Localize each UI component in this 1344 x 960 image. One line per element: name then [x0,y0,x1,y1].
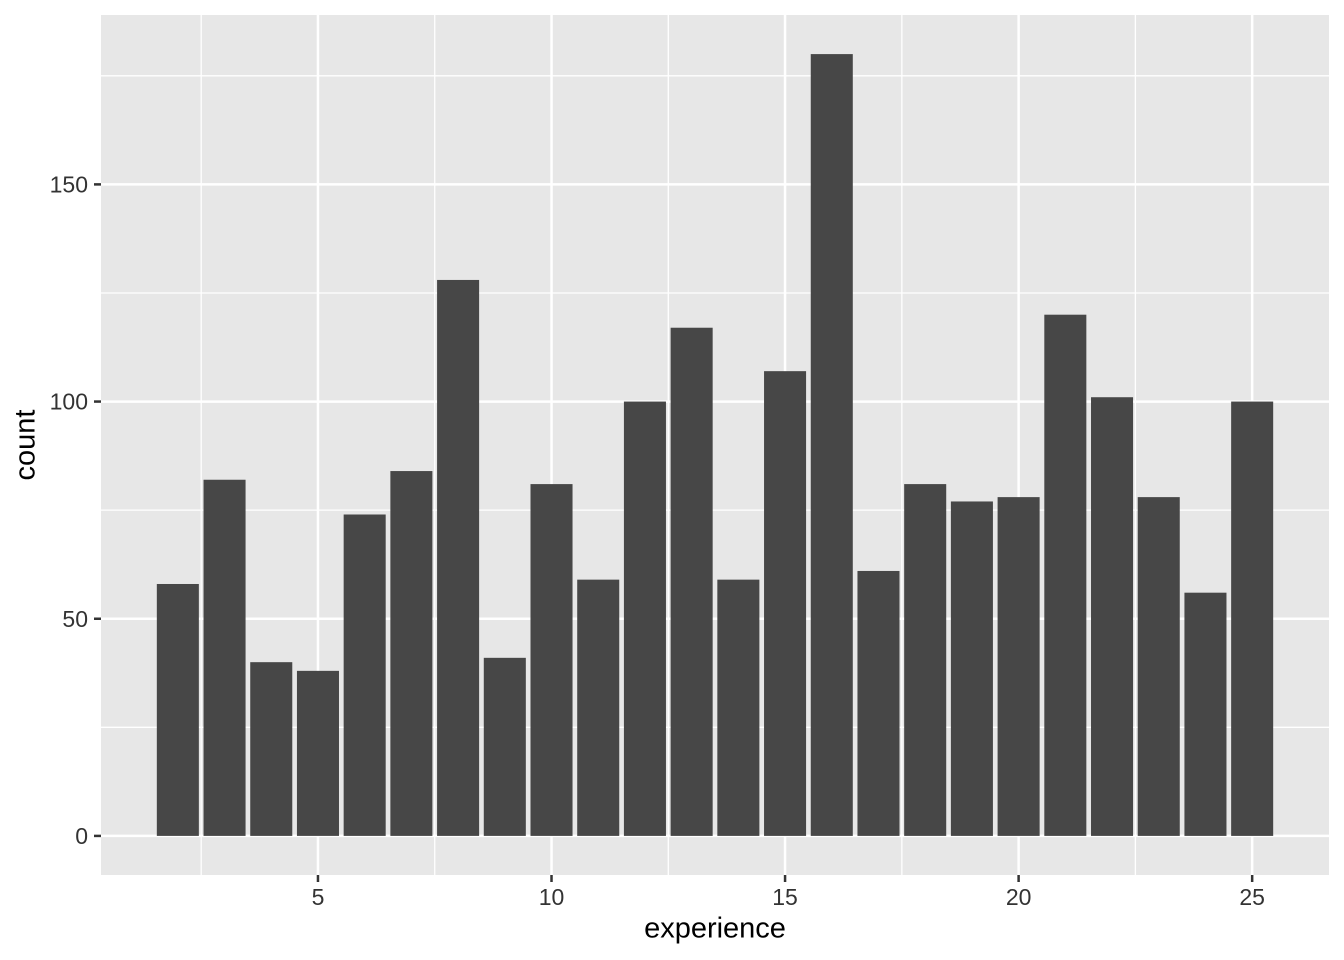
histogram-bar [810,54,853,836]
histogram-bar [1231,401,1274,836]
x-tick-label: 15 [772,884,798,910]
histogram-bar [437,279,480,836]
histogram-bar [156,583,199,836]
histogram-bar [483,657,526,836]
histogram-bar [296,670,339,836]
histogram-bar [764,371,807,836]
histogram-bar [1091,397,1134,836]
histogram-bar [250,662,293,836]
x-axis-title: experience [644,912,786,945]
x-tick-label: 20 [1006,884,1032,910]
histogram-bar [1044,314,1087,836]
histogram-bar [950,501,993,836]
histogram-bar [1184,592,1227,836]
y-tick-label: 150 [50,171,88,197]
histogram-bar [1137,497,1180,836]
histogram-bar [623,401,666,836]
histogram-bar [390,471,433,836]
histogram-bar [717,579,760,836]
histogram-bar [577,579,620,836]
histogram-bar [530,484,573,836]
y-tick-label: 100 [50,389,88,415]
histogram-bar [997,497,1040,836]
histogram-bar [203,479,246,836]
histogram-bar [904,484,947,836]
histogram-bar [343,514,386,836]
x-tick-label: 10 [539,884,565,910]
y-axis-title: count [9,409,42,481]
x-tick-label: 5 [312,884,325,910]
y-tick-label: 0 [75,823,88,849]
histogram-bar [857,570,900,836]
histogram-bar [670,327,713,836]
y-tick-label: 50 [62,606,88,632]
x-tick-label: 25 [1239,884,1265,910]
